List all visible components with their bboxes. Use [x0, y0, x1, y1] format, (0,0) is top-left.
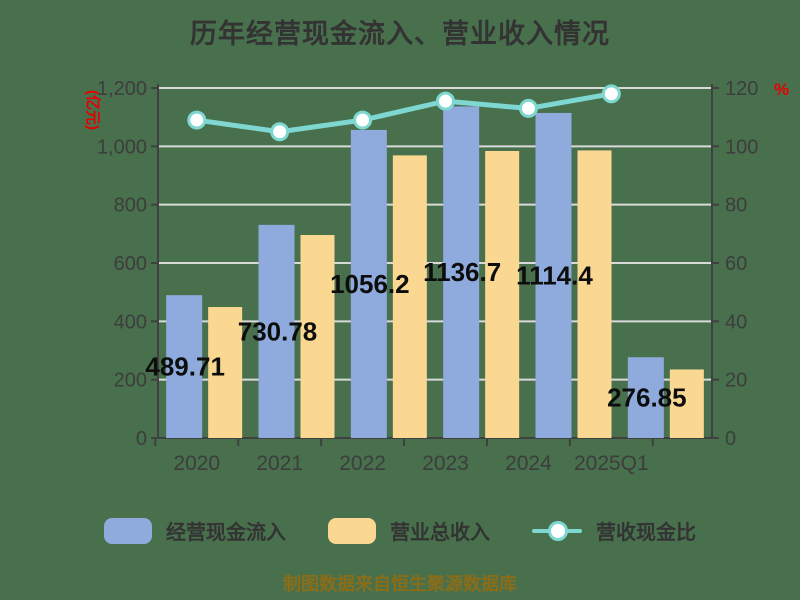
legend: 经营现金流入 营业总收入 营收现金比 [0, 516, 800, 545]
bar-cash-inflow [166, 295, 203, 438]
bar-cash-inflow [258, 224, 295, 438]
left-axis-tick-label: 400 [114, 311, 147, 333]
ratio-line-marker [436, 91, 456, 111]
right-axis-tick-label: 100 [725, 136, 758, 158]
left-axis-tick-label: 1,200 [97, 78, 147, 100]
legend-item-revenue: 营业总收入 [328, 516, 490, 545]
legend-item-cash-inflow: 经营现金流入 [104, 516, 286, 545]
ratio-line-marker [270, 122, 290, 142]
bar-cash-inflow [350, 129, 387, 439]
x-axis-label: 2021 [256, 452, 303, 475]
bar-value-label: 730.78 [238, 316, 318, 346]
legend-swatch-cash-inflow [104, 517, 152, 544]
bar-value-label: 1136.7 [423, 257, 501, 287]
bar-total-revenue [392, 155, 427, 438]
bar-cash-inflow [535, 112, 572, 438]
legend-swatch-revenue [328, 517, 376, 544]
left-axis-tick-label: 1,000 [97, 136, 147, 158]
ratio-line-marker [601, 84, 621, 104]
legend-circle-marker-icon [548, 520, 568, 541]
left-axis-tick-label: 600 [114, 253, 147, 275]
right-axis-tick-label: 0 [725, 428, 736, 450]
x-axis-label: 2025Q1 [574, 452, 649, 475]
bar-total-revenue [669, 369, 704, 438]
data-source-caption: 制图数据来自恒生聚源数据库 [283, 574, 517, 594]
left-axis-tick-label: 0 [136, 428, 147, 450]
bar-cash-inflow [443, 106, 480, 439]
chart-title: 历年经营现金流入、营业收入情况 [190, 19, 610, 49]
legend-line-marker-icon [532, 518, 582, 544]
bar-total-revenue [577, 150, 612, 438]
x-axis-label: 2020 [173, 452, 220, 475]
right-axis-tick-label: 20 [725, 370, 747, 392]
bar-value-label: 276.85 [607, 383, 687, 413]
ratio-line [194, 91, 614, 135]
right-axis-unit-label: % [774, 80, 790, 99]
bar-value-label: 1114.4 [516, 260, 593, 290]
x-axis-label: 2024 [505, 452, 552, 475]
legend-label-revenue: 营业总收入 [390, 522, 490, 544]
legend-label-cash-inflow: 经营现金流入 [166, 522, 286, 544]
bar-total-revenue [300, 235, 335, 438]
ratio-line-marker [187, 110, 207, 130]
x-axis-label: 2023 [422, 452, 469, 475]
bar-value-label: 489.71 [145, 352, 225, 382]
legend-item-ratio: 营收现金比 [532, 516, 696, 545]
bar-total-revenue [208, 307, 243, 438]
right-axis-tick-label: 60 [725, 253, 747, 275]
legend-label-ratio: 营收现金比 [596, 522, 696, 544]
x-axis-label: 2022 [339, 452, 386, 475]
bar-value-label: 1056.2 [330, 269, 410, 299]
ratio-line-marker [353, 110, 373, 130]
bar-cash-inflow [627, 357, 664, 438]
right-axis-tick-label: 120 [725, 78, 758, 100]
left-axis-tick-label: 800 [114, 195, 147, 217]
right-axis-tick-label: 40 [725, 311, 747, 333]
ratio-line-marker [518, 98, 538, 118]
right-axis-tick-label: 80 [725, 195, 747, 217]
left-axis-tick-label: 200 [114, 370, 147, 392]
bar-total-revenue [485, 151, 520, 438]
